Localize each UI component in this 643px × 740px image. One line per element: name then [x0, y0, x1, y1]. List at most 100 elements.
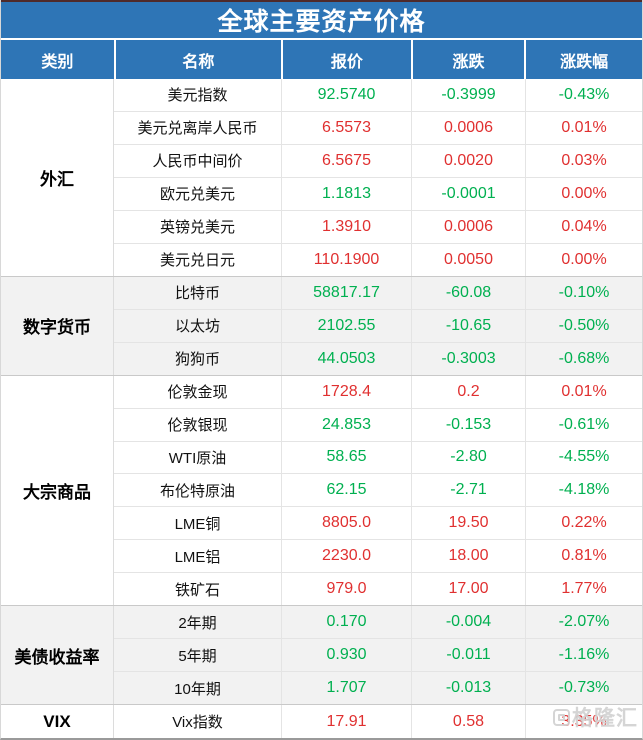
price-value: 0.170 [282, 606, 412, 639]
asset-name: 布伦特原油 [114, 474, 282, 507]
category-label: 外汇 [1, 79, 114, 276]
table-row: WTI原油 58.65 -2.80 -4.55% [114, 440, 642, 474]
pct-value: 0.22% [561, 514, 607, 532]
price-value: 6.5573 [282, 111, 412, 144]
asset-name: 2年期 [114, 606, 282, 639]
section-0: 外汇 美元指数 92.5740 -0.3999 -0.43% 美元兑离岸人民币 6.5573… [1, 79, 642, 276]
price-value: 1.707 [282, 672, 412, 705]
section-4: VIX Vix指数 17.91 0.58 3.35% [1, 704, 642, 738]
price-value: 1.1813 [282, 177, 412, 210]
change-value: 0.0006 [412, 111, 526, 144]
category-label: 数字货币 [1, 276, 114, 375]
change-value: -2.80 [412, 441, 526, 474]
change-value: -0.013 [412, 672, 526, 705]
pct-value: -0.10% [558, 283, 610, 301]
pct-value: -0.73% [558, 679, 610, 697]
price-value: 58817.17 [282, 276, 412, 309]
column-header-category: 类别 [1, 40, 116, 79]
price-value: 8805.0 [282, 507, 412, 540]
table-row: 美元兑离岸人民币 6.5573 0.0006 0.01% [114, 110, 642, 144]
pct-value: 0.01% [561, 118, 607, 136]
change-value: -0.3003 [412, 342, 526, 375]
change-value: -0.3999 [412, 79, 526, 111]
pct-value: -0.61% [558, 415, 610, 433]
asset-name: 10年期 [114, 672, 282, 705]
asset-name: 美元兑日元 [114, 243, 282, 276]
change-value: -0.0001 [412, 177, 526, 210]
change-value: 0.0050 [412, 243, 526, 276]
asset-name: 美元指数 [114, 79, 282, 111]
table-row: 比特币 58817.17 -60.08 -0.10% [114, 276, 642, 309]
pct-value: -0.43% [558, 85, 610, 103]
asset-name: 5年期 [114, 639, 282, 672]
change-value: 17.00 [412, 573, 526, 605]
category-label: VIX [1, 705, 114, 738]
change-value: 0.58 [412, 705, 526, 738]
section-rows: 美元指数 92.5740 -0.3999 -0.43% 美元兑离岸人民币 6.5573 0.… [114, 79, 642, 276]
price-value: 2230.0 [282, 540, 412, 573]
change-value: -0.004 [412, 606, 526, 639]
table-row: 2年期 0.170 -0.004 -2.07% [114, 606, 642, 639]
asset-name: 伦敦银现 [114, 408, 282, 441]
table-row: 欧元兑美元 1.1813 -0.0001 0.00% [114, 176, 642, 210]
column-header-price: 报价 [283, 40, 413, 79]
pct-value: 0.03% [561, 151, 607, 169]
asset-name: 美元兑离岸人民币 [114, 111, 282, 144]
table-row: 布伦特原油 62.15 -2.71 -4.18% [114, 473, 642, 507]
pct-value: 0.81% [561, 547, 607, 565]
change-value: 18.00 [412, 540, 526, 573]
pct-value: -1.16% [558, 646, 610, 664]
section-3: 美债收益率 2年期 0.170 -0.004 -2.07% 5年期 0.930 -0.011-… [1, 605, 642, 705]
pct-value: -2.07% [558, 613, 610, 631]
title-bar: 全球主要资产价格 [1, 0, 642, 38]
table-row: LME铝 2230.0 18.00 0.81% [114, 539, 642, 573]
column-header-change: 涨跌 [412, 40, 527, 79]
asset-name: 伦敦金现 [114, 375, 282, 408]
asset-name: 比特币 [114, 276, 282, 309]
change-value: -10.65 [412, 309, 526, 342]
price-value: 1.3910 [282, 210, 412, 243]
price-value: 2102.55 [282, 309, 412, 342]
price-value: 110.1900 [282, 243, 412, 276]
table-row: 英镑兑美元 1.3910 0.0006 0.04% [114, 209, 642, 243]
change-value: -0.011 [412, 639, 526, 672]
section-2: 大宗商品 伦敦金现 1728.4 0.2 0.01% 伦敦银现 24.853 -0.153 -0… [1, 374, 642, 605]
pct-value: 0.04% [561, 217, 607, 235]
table-row: 5年期 0.930 -0.011 -1.16% [114, 638, 642, 672]
change-value: 0.2 [412, 375, 526, 408]
asset-name: 铁矿石 [114, 573, 282, 605]
asset-table-body: 外汇 美元指数 92.5740 -0.3999 -0.43% 美元兑离岸人民币 6.5573… [1, 79, 642, 738]
category-label: 美债收益率 [1, 606, 114, 705]
asset-name: 英镑兑美元 [114, 210, 282, 243]
pct-value: 3.35% [561, 712, 607, 730]
change-value: -60.08 [412, 276, 526, 309]
price-value: 24.853 [282, 408, 412, 441]
section-1: 数字货币 比特币 58817.17 -60.08 -0.10% 以太坊 2102.55 -10… [1, 275, 642, 375]
pct-value: 0.00% [561, 184, 607, 202]
pct-value: 0.00% [561, 250, 607, 268]
pct-value: -4.18% [558, 481, 610, 499]
price-value: 1728.4 [282, 375, 412, 408]
asset-name: 欧元兑美元 [114, 177, 282, 210]
change-value: 0.0006 [412, 210, 526, 243]
asset-name: 以太坊 [114, 309, 282, 342]
category-label: 大宗商品 [1, 375, 114, 605]
section-rows: Vix指数 17.91 0.58 3.35% [114, 705, 642, 738]
asset-name: WTI原油 [114, 441, 282, 474]
price-value: 92.5740 [282, 79, 412, 111]
price-value: 0.930 [282, 639, 412, 672]
pct-value: 1.77% [561, 580, 607, 598]
table-row: LME铜 8805.0 19.50 0.22% [114, 506, 642, 540]
asset-name: LME铜 [114, 507, 282, 540]
pct-value: -0.68% [558, 349, 610, 367]
price-value: 6.5675 [282, 144, 412, 177]
table-row: 以太坊 2102.55 -10.65 -0.50% [114, 308, 642, 342]
asset-name: 狗狗币 [114, 342, 282, 375]
table-row: 人民币中间价 6.5675 0.0020 0.03% [114, 143, 642, 177]
table-row: 美元指数 92.5740 -0.3999 -0.43% [114, 79, 642, 111]
change-value: -2.71 [412, 474, 526, 507]
table-row: 铁矿石 979.0 17.00 1.77% [114, 572, 642, 605]
table-row: 美元兑日元 110.1900 0.0050 0.00% [114, 242, 642, 276]
price-value: 44.0503 [282, 342, 412, 375]
section-rows: 伦敦金现 1728.4 0.2 0.01% 伦敦银现 24.853 -0.153 -0.61%… [114, 375, 642, 605]
